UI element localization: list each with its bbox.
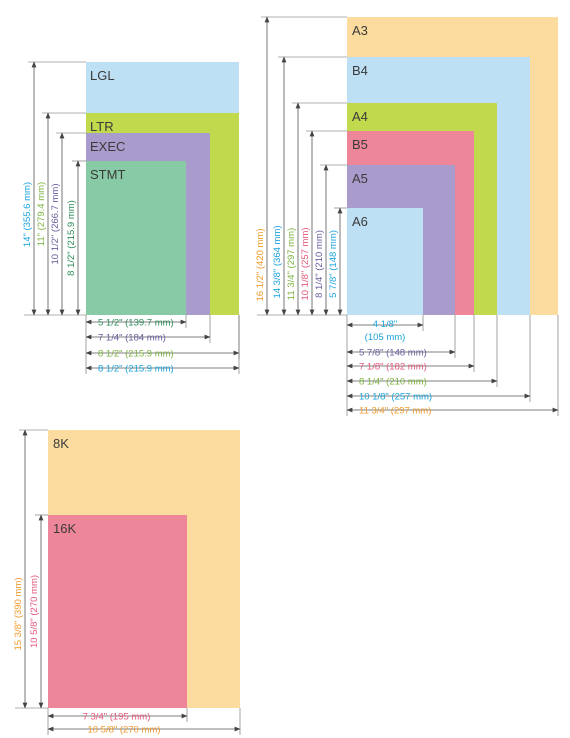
width-label: 7 1/4" (184 mm) — [98, 333, 166, 344]
diagram-iso-sizes: A3 B4 A4 B5 A5 A6 16 1/2" (420 mm) 14 3/8" (364… — [255, 16, 559, 417]
width-label: 5 7/8" (148 mm) — [359, 348, 427, 359]
width-label: 5 1/2" (139.7 mm) — [98, 318, 174, 329]
width-label: 10 1/8" (257 mm) — [359, 392, 432, 403]
paper-label-a3: A3 — [352, 23, 368, 38]
height-label: 14" (355.6 mm) — [22, 182, 33, 247]
width-label: 8 1/2" (215.9 mm) — [98, 349, 174, 360]
height-label: 10 5/8" (270 mm) — [29, 575, 40, 648]
paper-label-a6: A6 — [352, 214, 368, 229]
paper-label-a5: A5 — [352, 171, 368, 186]
paper-label-b4: B4 — [352, 63, 368, 78]
paper-label-8k: 8K — [53, 436, 69, 451]
height-label: 14 3/8" (364 mm) — [272, 225, 283, 298]
paper-label-b5: B5 — [352, 137, 368, 152]
diagram-north-american-sizes: LGL LTR EXEC STMT 14" (355.6 mm) 11" (279.4 m… — [22, 61, 240, 375]
paper-16k — [48, 515, 187, 708]
width-label-a6-line2: (105 mm) — [365, 332, 406, 343]
width-label: 7 1/8" (182 mm) — [359, 362, 427, 373]
paper-label-ltr: LTR — [90, 119, 114, 134]
paper-label-stmt: STMT — [90, 167, 125, 182]
height-label: 10 1/2" (266.7 mm) — [50, 184, 61, 265]
paper-label-lgl: LGL — [90, 68, 115, 83]
height-label: 11" (279.4 mm) — [36, 182, 47, 246]
width-label: 7 3/4" (195 mm) — [83, 712, 151, 723]
width-label: 8 1/4" (210 mm) — [359, 377, 427, 388]
paper-label-a4: A4 — [352, 109, 368, 124]
width-label-a6-line1: 4 1/8" — [373, 319, 398, 330]
paper-label-exec: EXEC — [90, 139, 125, 154]
height-label: 11 3/4" (297 mm) — [286, 228, 297, 300]
height-label: 16 1/2" (420 mm) — [255, 228, 266, 301]
paper-label-16k: 16K — [53, 521, 76, 536]
width-label: 11 3/4" (297 mm) — [359, 406, 431, 417]
height-label: 5 7/8" (148 mm) — [328, 230, 339, 298]
height-label: 15 3/8" (390 mm) — [13, 577, 24, 650]
height-label: 8 1/2" (215.9 mm) — [66, 200, 77, 276]
height-label: 10 1/8" (257 mm) — [300, 227, 311, 300]
height-label: 8 1/4" (210 mm) — [314, 230, 325, 298]
diagram-chinese-sizes: 8K 16K 15 3/8" (390 mm) 10 5/8" (270 mm) 7 3… — [13, 429, 241, 736]
paper-stmt — [86, 161, 186, 315]
paper-a6 — [347, 208, 423, 315]
width-label: 10 5/8" (270 mm) — [87, 725, 160, 736]
width-label: 8 1/2" (215.9 mm) — [98, 364, 174, 375]
